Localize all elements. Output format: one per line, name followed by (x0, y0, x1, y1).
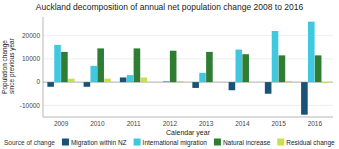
legend: Source of change Migration within NZ Inter… (4, 139, 335, 148)
bar (315, 55, 322, 82)
bar (206, 52, 213, 82)
x-tick-label: 2009 (54, 120, 69, 127)
x-tick-label: 2013 (199, 120, 214, 127)
bar (249, 82, 256, 83)
legend-swatch (277, 139, 284, 146)
bar (134, 48, 141, 82)
bar (97, 48, 104, 82)
bar (279, 55, 286, 82)
bar (322, 82, 329, 83)
bar (68, 79, 75, 82)
y-tick-label: -10000 (20, 102, 41, 109)
x-tick-label: 2011 (127, 120, 141, 127)
bar (213, 82, 220, 83)
legend-label: Residual change (286, 139, 335, 147)
bar (84, 82, 91, 87)
grid-line (43, 35, 333, 36)
x-tick-label: 2014 (235, 120, 250, 127)
legend-label: Natural increase (223, 139, 271, 146)
bar (308, 22, 315, 82)
chart: Auckland decomposition of annual net pop… (0, 0, 339, 149)
bar (229, 82, 236, 90)
bar (301, 82, 308, 115)
grid (43, 36, 333, 106)
bar (265, 82, 272, 94)
x-axis-label: Calendar year (166, 129, 211, 137)
x-tick-label: 2015 (271, 120, 286, 127)
bar (54, 45, 61, 82)
y-axis-line (43, 17, 44, 117)
bars (47, 22, 328, 115)
legend-swatch (62, 139, 69, 146)
y-tick-label: 0 (36, 78, 40, 85)
grid-line (43, 105, 333, 106)
bar (177, 81, 184, 82)
legend-label: Migration within NZ (71, 139, 127, 147)
grid-line (43, 58, 333, 59)
y-tick-label: 20000 (22, 32, 40, 39)
legend-label: International migration (143, 139, 208, 147)
legend-title: Source of change (4, 139, 55, 147)
y-axis-label: Population change since previous year (1, 37, 16, 96)
bar (141, 77, 148, 82)
bar (235, 50, 242, 83)
bar (104, 79, 111, 82)
bar (47, 82, 54, 87)
title: Auckland decomposition of annual net pop… (36, 2, 304, 12)
x-tick-label: 2016 (308, 120, 323, 127)
bar (120, 77, 127, 82)
bar (192, 82, 199, 88)
y-tick-label: 10000 (22, 55, 40, 62)
bar (90, 66, 97, 82)
bar (199, 73, 206, 82)
bar (272, 31, 279, 82)
bar (170, 51, 177, 82)
x-axis-line (43, 117, 333, 118)
legend-swatch (134, 139, 141, 146)
x-tick-label: 2012 (163, 120, 178, 127)
bar (156, 82, 163, 83)
legend-swatch (214, 139, 221, 146)
bar (163, 81, 170, 82)
bar (61, 52, 68, 82)
x-tick-label: 2010 (90, 120, 105, 127)
bar (127, 75, 134, 82)
bar (286, 81, 293, 82)
bar (242, 54, 249, 82)
